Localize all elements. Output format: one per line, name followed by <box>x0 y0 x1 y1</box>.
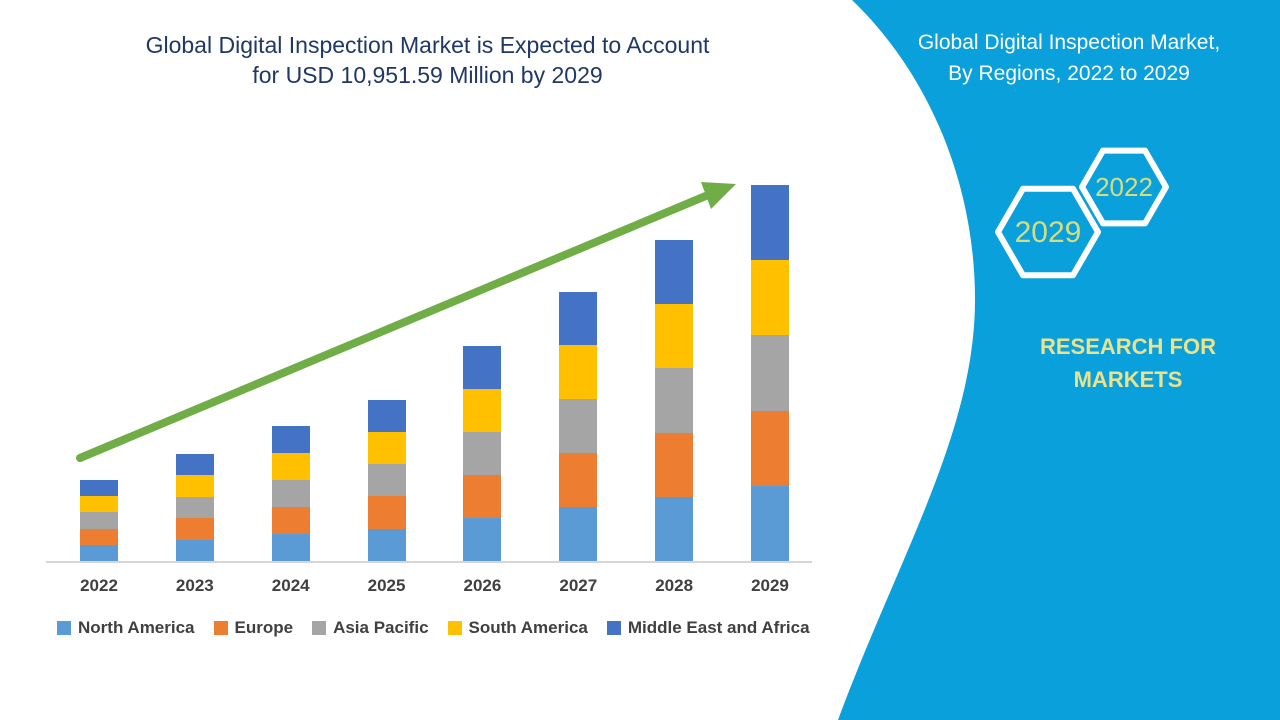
legend-label: Asia Pacific <box>333 618 429 637</box>
legend-item-middle-east-and-africa: Middle East and Africa <box>606 618 810 638</box>
bar-segment-2025-middle-east-and-africa <box>367 399 406 432</box>
x-axis-label-2023: 2023 <box>175 576 214 595</box>
bar-segment-2022-middle-east-and-africa <box>80 479 118 497</box>
bar-segment-2029-south-america <box>750 260 789 336</box>
bar-2026 <box>463 346 502 561</box>
bar-segment-2022-asia-pacific <box>80 512 118 529</box>
sidebar-heading-line1: Global Digital Inspection Market, <box>917 31 1221 54</box>
bar-segment-2028-north-america <box>655 496 694 561</box>
bar-segment-2026-north-america <box>463 518 502 561</box>
bar-2029 <box>750 185 789 561</box>
x-axis-label-2028: 2028 <box>655 576 694 595</box>
legend-swatch-icon <box>447 621 462 635</box>
chart-title: Global Digital Inspection Market is Expe… <box>0 30 855 90</box>
legend-swatch-icon <box>312 621 327 635</box>
bar-2024 <box>271 426 310 561</box>
hexagon-2029-label: 2029 <box>1015 216 1082 249</box>
bar-segment-2023-asia-pacific <box>175 496 214 519</box>
bar-segment-2023-south-america <box>175 475 214 497</box>
chart-title-line1: Global Digital Inspection Market is Expe… <box>145 32 710 58</box>
sidebar-heading-line2: By Regions, 2022 to 2029 <box>948 62 1190 85</box>
bar-2025 <box>367 399 406 561</box>
legend-swatch-icon <box>213 621 228 635</box>
bar-segment-2026-south-america <box>463 389 502 433</box>
legend-swatch-icon <box>57 621 71 635</box>
bar-2027 <box>559 291 598 561</box>
bar-segment-2023-north-america <box>175 539 214 561</box>
bar-segment-2025-south-america <box>367 431 406 465</box>
hexagon-2022 <box>1079 147 1169 227</box>
bar-segment-2023-europe <box>175 518 214 540</box>
brand-line2: MARKETS <box>1073 367 1183 392</box>
bar-segment-2022-europe <box>80 528 118 545</box>
bar-segment-2027-north-america <box>559 507 598 561</box>
x-axis-label-2026: 2026 <box>463 576 502 595</box>
legend-item-europe: Europe <box>213 618 294 638</box>
bar-segment-2027-south-america <box>559 345 598 400</box>
legend-item-asia-pacific: Asia Pacific <box>312 618 429 638</box>
bar-segment-2029-europe <box>750 410 789 486</box>
chart-legend: North America Europe Asia Pacific South Ame… <box>57 618 810 638</box>
bar-segment-2027-asia-pacific <box>559 399 598 454</box>
bar-segment-2028-middle-east-and-africa <box>655 240 694 305</box>
legend-label: Middle East and Africa <box>627 618 810 637</box>
legend-item-south-america: South America <box>447 618 588 638</box>
bar-segment-2022-north-america <box>80 544 118 561</box>
bar-segment-2023-middle-east-and-africa <box>175 453 214 476</box>
legend-swatch-icon <box>606 621 621 635</box>
legend-label: North America <box>78 618 195 637</box>
hexagon-badges: 2022 2029 <box>995 147 1169 279</box>
bar-segment-2025-europe <box>367 496 406 529</box>
bar-segment-2024-north-america <box>271 534 310 561</box>
x-axis-label-2024: 2024 <box>271 576 310 595</box>
legend-item-north-america: North America <box>57 618 195 638</box>
bar-segment-2026-middle-east-and-africa <box>463 346 502 390</box>
hexagon-2029 <box>995 185 1101 279</box>
sidebar-heading: Global Digital Inspection Market, By Reg… <box>880 27 1258 89</box>
legend-label: South America <box>468 618 588 637</box>
bar-segment-2025-north-america <box>367 528 406 561</box>
bar-segment-2028-south-america <box>655 304 694 369</box>
bar-segment-2028-europe <box>655 432 694 497</box>
bar-2028 <box>655 240 694 561</box>
bars-layer <box>46 120 816 561</box>
bar-segment-2029-asia-pacific <box>750 335 789 411</box>
bar-segment-2027-europe <box>559 453 598 508</box>
bar-segment-2027-middle-east-and-africa <box>559 291 598 346</box>
legend-label: Europe <box>234 618 294 637</box>
bar-2022 <box>80 479 118 561</box>
hexagon-2022-label: 2022 <box>1095 172 1153 202</box>
bar-segment-2026-asia-pacific <box>463 432 502 476</box>
bar-segment-2029-middle-east-and-africa <box>750 185 789 261</box>
x-axis-label-2029: 2029 <box>751 576 789 595</box>
bar-segment-2026-europe <box>463 475 502 519</box>
bar-2023 <box>175 453 214 561</box>
x-axis-label-2022: 2022 <box>80 576 118 595</box>
x-axis-line <box>46 561 812 563</box>
x-axis-label-2027: 2027 <box>559 576 598 595</box>
bar-segment-2028-asia-pacific <box>655 368 694 433</box>
bar-segment-2024-asia-pacific <box>271 480 310 508</box>
bar-segment-2022-south-america <box>80 496 118 513</box>
bar-segment-2024-europe <box>271 507 310 535</box>
x-axis-labels: 2022 2023 2024 2025 2026 2027 2028 2029 <box>46 576 816 602</box>
x-axis-label-2025: 2025 <box>367 576 406 595</box>
brand-text: RESEARCH FOR MARKETS <box>1010 330 1246 396</box>
bar-segment-2024-south-america <box>271 453 310 481</box>
chart-title-line2: for USD 10,951.59 Million by 2029 <box>252 62 603 88</box>
plot-area <box>46 120 816 561</box>
chart-panel: Global Digital Inspection Market is Expe… <box>0 30 855 638</box>
bar-segment-2024-middle-east-and-africa <box>271 426 310 454</box>
bar-segment-2025-asia-pacific <box>367 464 406 497</box>
brand-line1: RESEARCH FOR <box>1039 334 1216 359</box>
bar-segment-2029-north-america <box>750 485 789 561</box>
